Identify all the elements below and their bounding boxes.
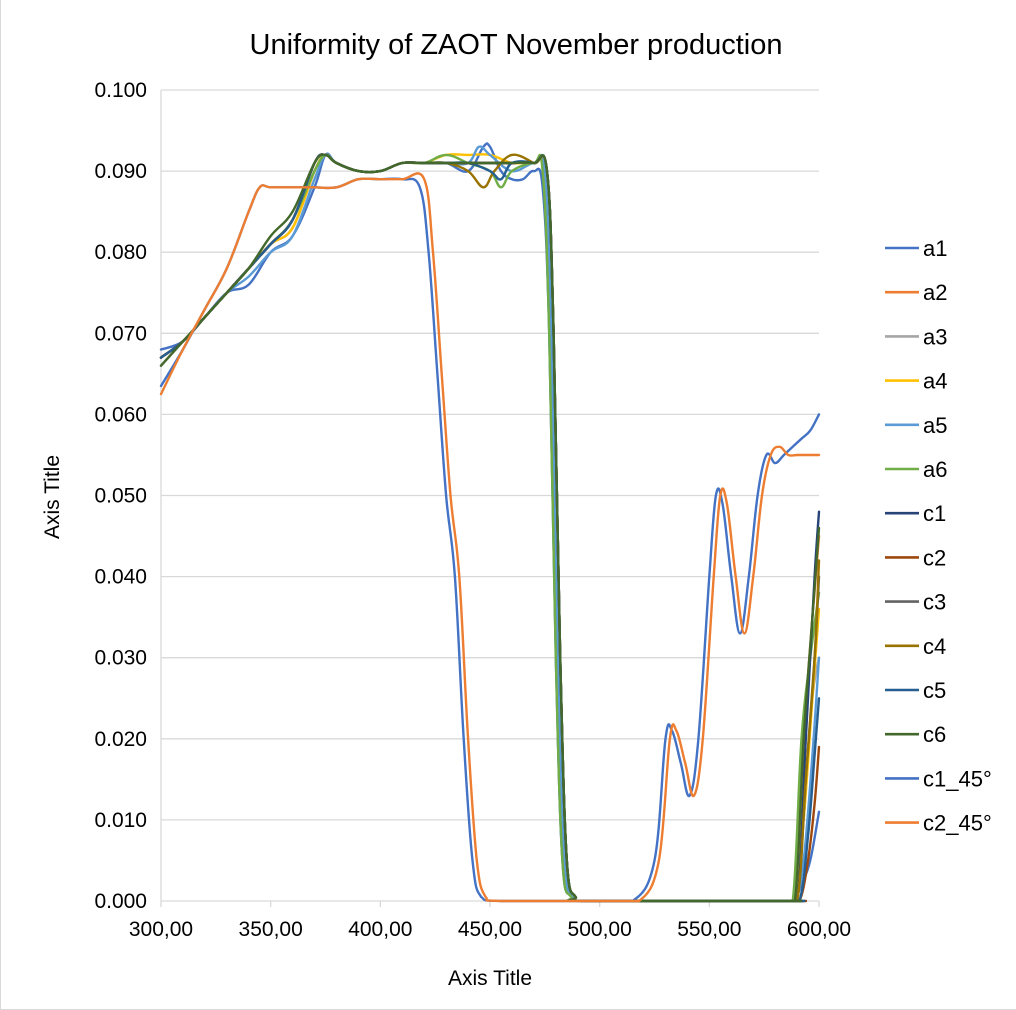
series-line-c2 xyxy=(159,153,821,903)
y-tick-label: 0.100 xyxy=(94,79,147,102)
x-tick-label: 350,00 xyxy=(239,918,303,941)
legend: a1 a2 a3 a4 a5 a6 c1 c2 c3 c4 c5 c6 c1_45° c2_45° xyxy=(885,236,992,836)
x-tick-label: 450,00 xyxy=(458,918,522,941)
x-tick-label: 600,00 xyxy=(787,918,851,941)
y-tick-label: 0.070 xyxy=(94,322,147,345)
series-line-a5 xyxy=(159,145,821,903)
chart-title: Uniformity of ZAOT November production xyxy=(250,29,783,61)
legend-label-c1: c1 xyxy=(923,501,946,526)
y-tick-label: 0.010 xyxy=(94,809,147,832)
y-tick-labels: 0.000 0.010 0.020 0.030 0.040 0.050 0.060 0.070… xyxy=(94,79,147,913)
y-tick-label: 0.040 xyxy=(94,566,147,589)
y-tick-label: 0.080 xyxy=(94,241,147,264)
series-line-c6 xyxy=(159,153,821,903)
y-tick-label: 0.020 xyxy=(94,728,147,751)
x-tick-label: 400,00 xyxy=(348,918,412,941)
series-line-a4 xyxy=(159,153,821,903)
x-axis-title: Axis Title xyxy=(448,967,532,990)
series-lines xyxy=(159,142,821,903)
legend-label-c2: c2 xyxy=(923,545,946,570)
legend-label-c2_45°: c2_45° xyxy=(923,811,992,836)
y-tick-label: 0.060 xyxy=(94,403,147,426)
series-line-c1_45° xyxy=(159,177,821,903)
legend-label-a1: a1 xyxy=(923,236,947,261)
series-line-c2_45° xyxy=(159,172,821,903)
legend-label-c3: c3 xyxy=(923,590,946,615)
x-tick-label: 550,00 xyxy=(677,918,741,941)
x-tick-label: 300,00 xyxy=(129,918,193,941)
y-axis-title: Axis Title xyxy=(41,455,64,539)
legend-label-c1_45°: c1_45° xyxy=(923,766,992,791)
legend-label-a2: a2 xyxy=(923,280,947,305)
y-tick-label: 0.030 xyxy=(94,647,147,670)
series-line-c3 xyxy=(159,153,821,903)
y-tick-label: 0.050 xyxy=(94,485,147,508)
series-line-c1 xyxy=(159,153,821,903)
x-tick-label: 500,00 xyxy=(568,918,632,941)
x-tick-labels: 300,00 350,00 400,00 450,00 500,00 550,00 600,… xyxy=(129,918,851,941)
legend-label-a3: a3 xyxy=(923,324,947,349)
series-line-c5 xyxy=(159,153,821,903)
legend-label-c4: c4 xyxy=(923,634,946,659)
y-tick-label: 0.090 xyxy=(94,160,147,183)
gridlines xyxy=(161,89,819,821)
legend-label-a5: a5 xyxy=(923,413,947,438)
legend-label-a6: a6 xyxy=(923,457,947,482)
legend-label-c5: c5 xyxy=(923,678,946,703)
y-tick-label: 0.000 xyxy=(94,890,147,913)
series-line-c4 xyxy=(159,153,821,903)
legend-label-a4: a4 xyxy=(923,369,947,394)
legend-label-c6: c6 xyxy=(923,722,946,747)
